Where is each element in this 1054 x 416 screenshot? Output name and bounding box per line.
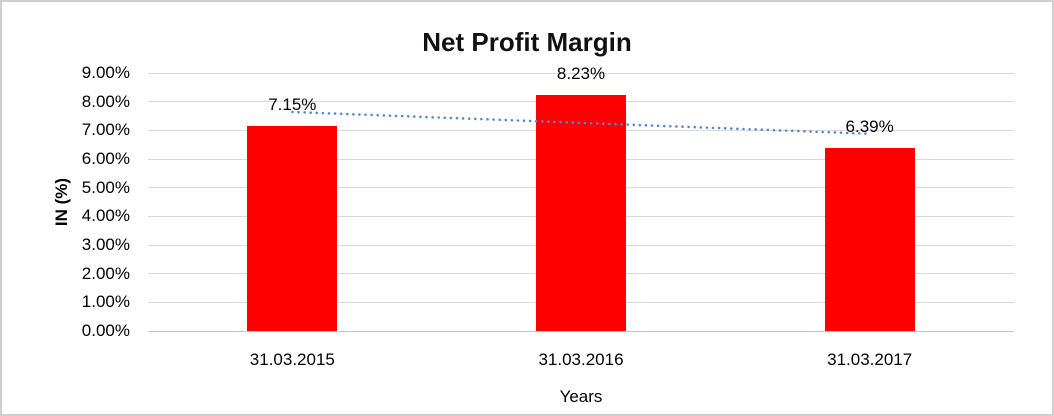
data-label: 7.15%: [268, 95, 317, 115]
x-axis-title: Years: [559, 387, 603, 406]
y-axis-tick-label: 1.00%: [81, 292, 130, 312]
y-axis-tick-label: 4.00%: [81, 206, 130, 226]
bar-31.03.2017: [824, 147, 915, 331]
data-label: 6.39%: [845, 116, 894, 136]
y-axis-tick-label: 7.00%: [81, 120, 130, 140]
y-axis-tick-label: 2.00%: [81, 263, 130, 283]
chart-title: Net Profit Margin: [422, 27, 632, 57]
data-label: 8.23%: [556, 64, 606, 84]
y-axis-tick-label: 6.00%: [81, 149, 130, 168]
bar-31.03.2015: [247, 126, 338, 331]
bar-31.03.2016: [536, 95, 626, 331]
y-axis-tick-label: 5.00%: [81, 177, 130, 197]
x-axis-category-label: 31.03.2017: [827, 350, 913, 369]
x-axis-category-label: 31.03.2015: [249, 350, 335, 369]
gridline: [148, 72, 1014, 74]
y-axis-tick-label: 0.00%: [81, 321, 130, 340]
y-axis-tick-label: 3.00%: [81, 235, 130, 254]
gridline: [148, 330, 1014, 332]
x-axis-category-label: 31.03.2016: [538, 350, 624, 369]
y-axis-tick-label: 8.00%: [81, 91, 130, 111]
y-axis-tick-label: 9.00%: [81, 63, 130, 82]
